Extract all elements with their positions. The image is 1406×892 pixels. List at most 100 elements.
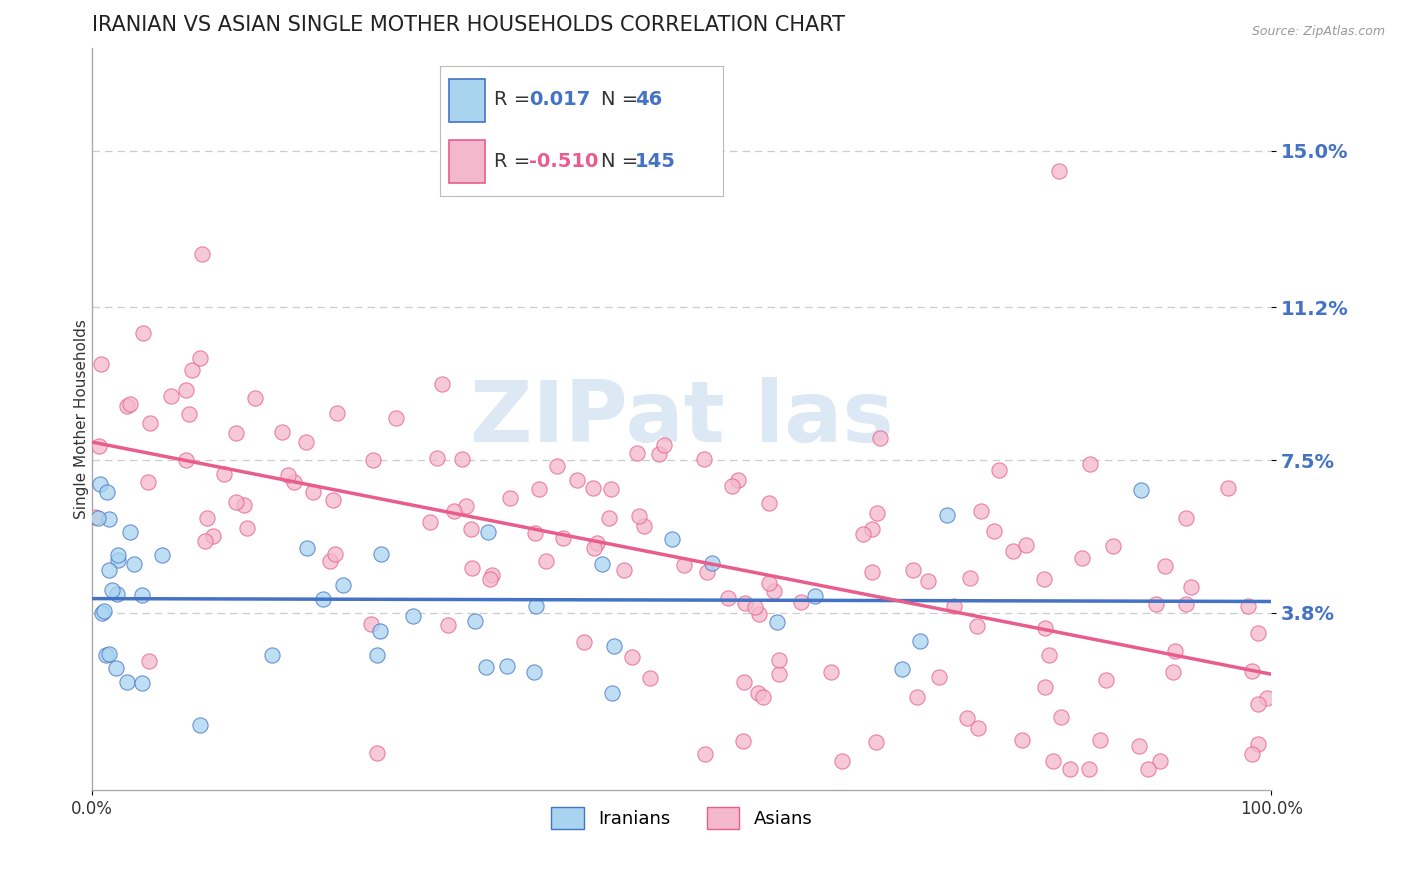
Point [553,531,575,545]
Point [661,533,683,547]
Point [1015,538,1038,552]
Legend: Iranians, Asians: Iranians, Asians [544,800,820,837]
Point [983,524,1005,539]
Point [860,565,883,579]
Point [591,557,613,571]
Point [763,583,786,598]
Point [747,686,769,700]
Point [426,450,449,465]
Point [105,587,128,601]
Point [581,481,603,495]
Point [1011,733,1033,747]
Point [956,711,979,725]
Point [1149,754,1171,768]
Point [1033,621,1056,635]
Point [966,619,988,633]
Point [1246,737,1268,751]
Point [122,558,145,572]
Point [1161,665,1184,680]
Point [523,526,546,541]
Point [758,576,780,591]
Point [454,499,477,513]
Point [262,648,284,663]
Point [1237,599,1260,613]
Point [1164,643,1187,657]
Point [115,400,138,414]
Point [235,521,257,535]
Point [295,541,318,555]
Point [332,578,354,592]
Point [139,417,162,431]
Point [461,561,484,575]
Point [1144,597,1167,611]
Point [803,589,825,603]
Point [368,624,391,639]
Point [524,599,547,613]
Point [1002,544,1025,558]
Point [744,600,766,615]
Point [1174,511,1197,525]
Y-axis label: Single Mother Households: Single Mother Households [73,318,89,519]
Point [905,690,928,705]
Point [271,425,294,439]
Point [277,467,299,482]
Point [100,583,122,598]
Point [583,541,606,556]
Point [758,495,780,509]
Point [752,690,775,704]
Point [865,506,887,520]
Point [188,718,211,732]
Point [727,473,749,487]
Point [460,522,482,536]
Point [191,247,214,261]
Point [869,431,891,445]
Point [132,326,155,340]
Point [702,556,724,570]
Point [96,485,118,500]
Point [831,754,853,768]
Point [136,475,159,489]
Point [586,535,609,549]
Point [523,665,546,680]
Point [94,648,117,663]
Point [177,407,200,421]
Point [1180,580,1202,594]
Point [419,515,441,529]
Point [437,618,460,632]
Point [1047,164,1070,178]
Point [612,563,634,577]
Point [696,566,718,580]
Point [283,475,305,489]
Point [370,547,392,561]
Point [1136,762,1159,776]
Point [633,518,655,533]
Point [733,674,755,689]
Point [1130,483,1153,497]
Point [600,482,623,496]
Point [131,588,153,602]
Point [717,591,740,606]
Point [98,512,121,526]
Point [967,721,990,735]
Point [245,391,267,405]
Point [534,553,557,567]
Point [721,478,744,492]
Point [766,615,789,630]
Point [748,607,770,622]
Point [820,665,842,679]
Point [432,377,454,392]
Point [225,425,247,440]
Point [499,491,522,505]
Point [1059,762,1081,776]
Point [603,640,626,654]
Point [195,511,218,525]
Point [107,553,129,567]
Point [475,660,498,674]
Point [652,438,675,452]
Point [202,529,225,543]
Point [600,686,623,700]
Point [107,548,129,562]
Point [225,495,247,509]
Point [574,635,596,649]
Point [311,592,333,607]
